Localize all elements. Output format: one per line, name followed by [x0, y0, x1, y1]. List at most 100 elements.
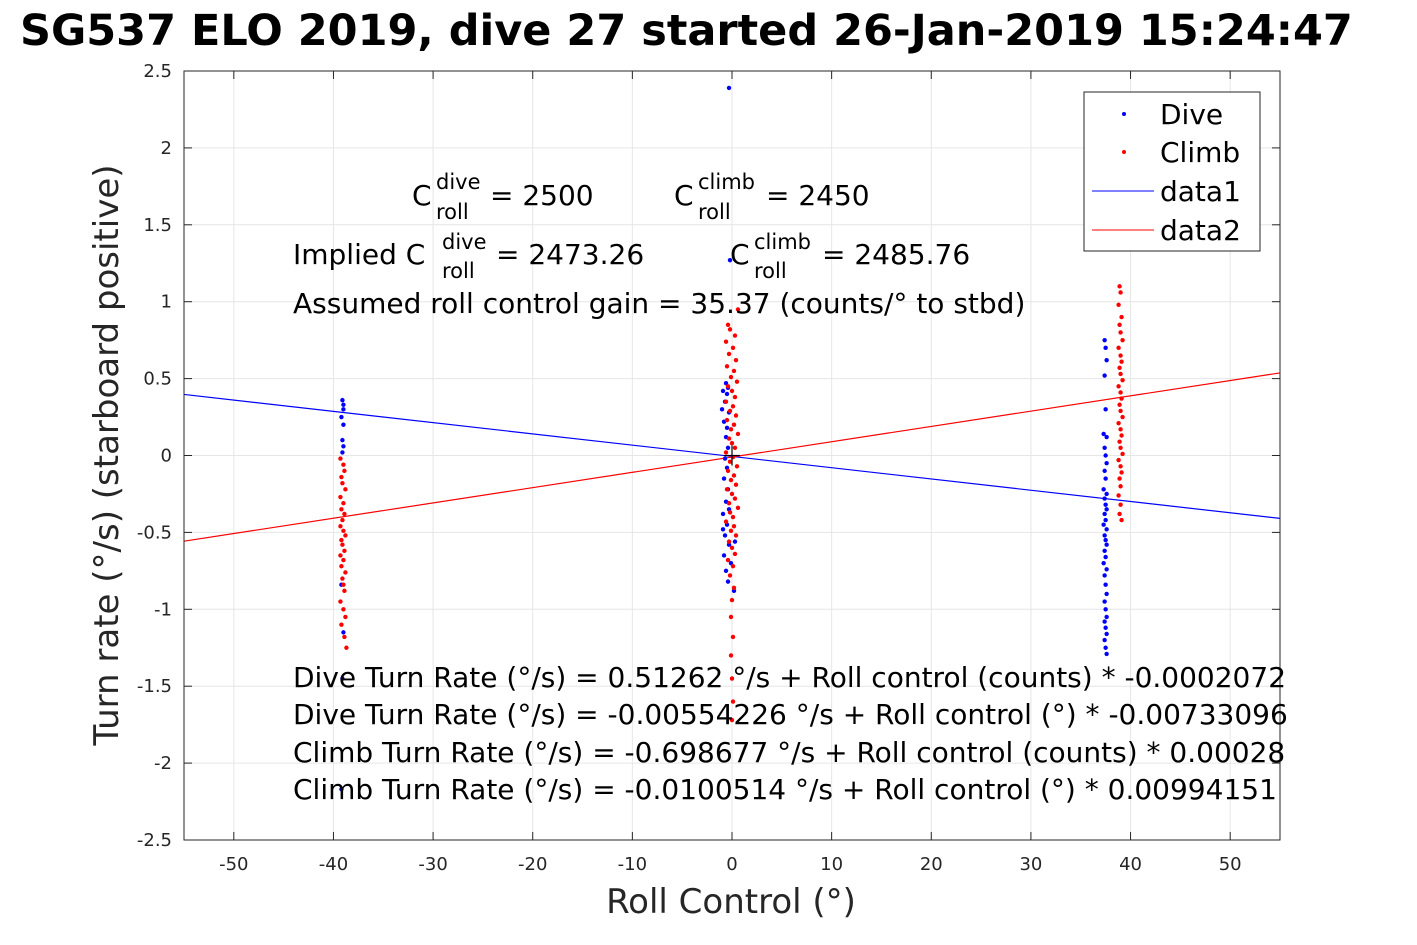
point-climb: [1117, 365, 1122, 371]
point-dive: [1102, 548, 1107, 554]
legend-dive-label: Dive: [1160, 98, 1223, 131]
point-climb: [723, 519, 729, 524]
point-climb: [340, 542, 345, 547]
chart-title: SG537 ELO 2019, dive 27 started 26-Jan-2…: [20, 6, 1353, 56]
point-climb: [1119, 359, 1124, 364]
point-dive: [340, 676, 345, 681]
legend-data2-label: data2: [1160, 214, 1241, 247]
point-climb: [1119, 433, 1124, 438]
point-climb: [342, 511, 347, 517]
point-climb: [731, 524, 737, 529]
y-tick-label: -2.5: [137, 830, 172, 851]
point-climb: [729, 440, 735, 446]
point-climb: [728, 374, 734, 380]
point-climb: [735, 431, 741, 437]
point-climb: [727, 510, 733, 515]
implied-dive-value: = 2473.26: [496, 238, 644, 271]
equation-climb-counts: Climb Turn Rate (°/s) = -0.698677 °/s + …: [293, 736, 1285, 769]
x-tick-label: -40: [319, 854, 348, 875]
point-climb: [1117, 322, 1122, 327]
point-climb: [339, 622, 344, 627]
point-dive: [1102, 496, 1107, 501]
point-climb: [1118, 484, 1123, 489]
c-dive-sub: roll: [436, 200, 469, 224]
point-climb: [338, 456, 343, 461]
y-tick-label: 1.5: [143, 215, 172, 236]
point-climb: [338, 494, 343, 500]
x-tick-label: 40: [1119, 854, 1142, 875]
y-tick-label: 0.5: [143, 369, 172, 390]
point-dive: [340, 437, 345, 443]
point-dive: [1103, 517, 1108, 523]
point-climb: [735, 307, 741, 312]
point-dive: [726, 85, 732, 91]
point-dive: [1102, 511, 1107, 517]
point-climb: [1118, 502, 1123, 507]
point-climb: [729, 676, 735, 681]
point-climb: [733, 533, 739, 538]
point-climb: [1117, 284, 1122, 289]
legend-climb-marker: [1122, 150, 1126, 154]
point-climb: [731, 368, 737, 374]
point-climb: [728, 528, 734, 534]
point-dive: [1102, 373, 1107, 378]
point-dive: [1104, 651, 1109, 657]
x-tick-label: -20: [518, 854, 547, 875]
point-climb: [730, 514, 736, 520]
point-climb: [1117, 476, 1122, 481]
point-dive: [1102, 468, 1107, 474]
point-dive: [1104, 631, 1109, 637]
point-climb: [343, 487, 348, 492]
point-dive: [1103, 625, 1108, 630]
point-climb: [1118, 330, 1123, 335]
y-tick-label: -0.5: [137, 522, 172, 543]
legend: Dive Climb data1 data2: [1083, 91, 1261, 252]
data-points: [338, 85, 1125, 792]
point-climb: [725, 557, 731, 563]
point-climb: [724, 487, 730, 492]
point-climb: [340, 576, 345, 581]
point-climb: [732, 333, 738, 338]
point-dive: [1101, 522, 1106, 527]
point-dive: [341, 422, 346, 427]
point-climb: [727, 459, 733, 464]
point-climb: [343, 570, 348, 575]
point-climb: [342, 634, 347, 640]
annotation-c-roll: C dive roll = 2500 C climb roll = 2450: [412, 170, 870, 224]
point-climb: [733, 357, 739, 363]
point-dive: [724, 391, 730, 397]
c-climb-value: = 2450: [766, 179, 870, 212]
point-dive: [1103, 476, 1108, 481]
point-climb: [731, 585, 737, 590]
y-axis: -2.5 -2 -1.5 -1 -0.5 0 0.5 1 1.5 2 2.5: [137, 61, 1280, 851]
point-climb: [733, 482, 739, 487]
point-dive: [722, 456, 728, 461]
point-climb: [732, 445, 738, 451]
point-dive: [1104, 591, 1109, 597]
point-climb: [343, 533, 348, 538]
point-dive: [720, 527, 726, 532]
x-tick-label: 50: [1219, 854, 1242, 875]
point-climb: [728, 653, 734, 658]
point-dive: [724, 425, 730, 431]
point-climb: [1118, 408, 1123, 414]
point-climb: [727, 573, 733, 578]
point-climb: [735, 505, 741, 510]
point-climb: [1116, 384, 1121, 389]
point-climb: [1118, 464, 1123, 469]
point-dive: [1103, 502, 1108, 507]
point-dive: [339, 787, 344, 792]
point-climb: [342, 548, 347, 554]
implied-climb-label: C: [730, 238, 750, 271]
point-dive: [340, 450, 345, 455]
point-dive: [731, 588, 737, 594]
point-dive: [720, 511, 726, 517]
point-climb: [1116, 457, 1121, 463]
point-dive: [1104, 507, 1109, 512]
point-climb: [1119, 517, 1124, 523]
point-climb: [728, 477, 734, 483]
point-dive: [1101, 487, 1106, 492]
x-tick-label: -50: [219, 854, 248, 875]
point-climb: [729, 545, 735, 550]
point-dive: [1104, 357, 1109, 363]
